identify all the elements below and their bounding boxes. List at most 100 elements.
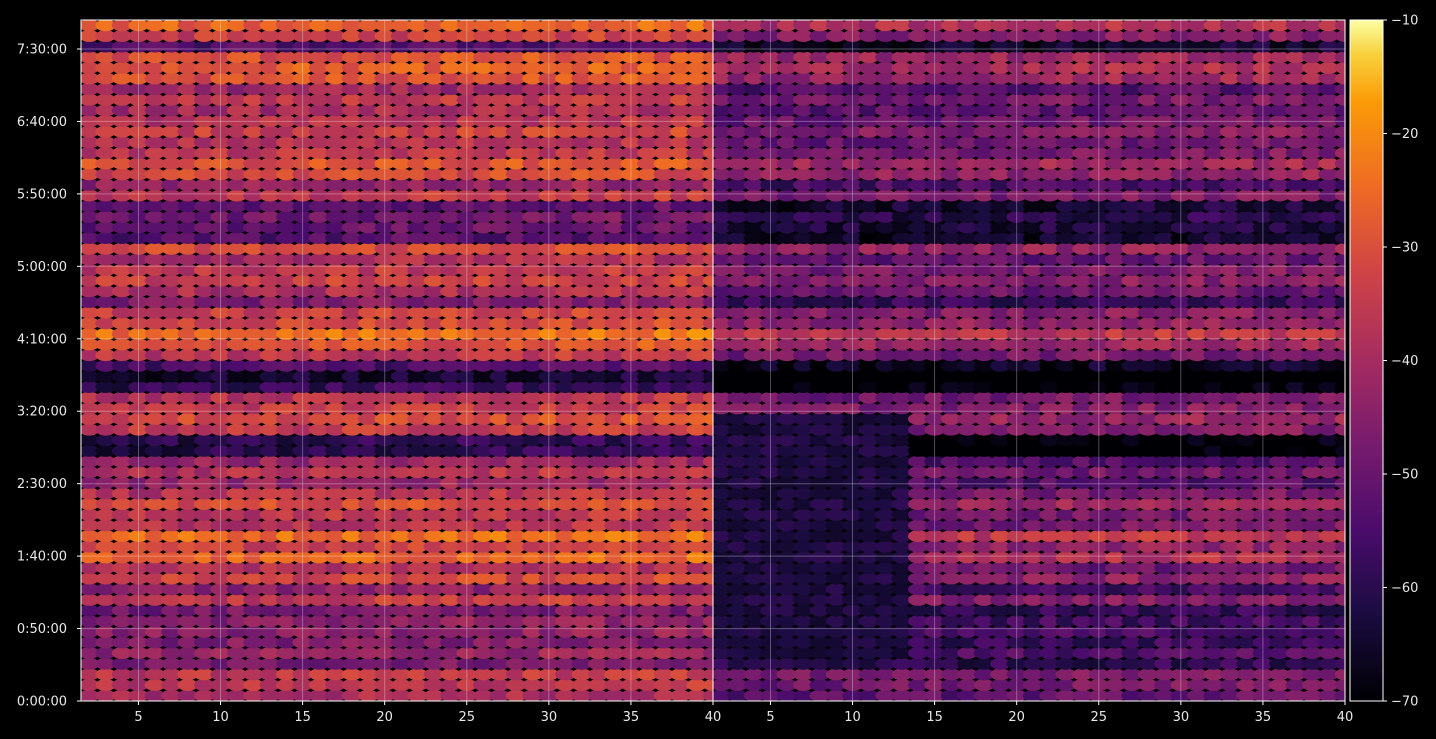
- left-heatmap-cell: [555, 391, 576, 404]
- right-heatmap-cell: [1039, 679, 1060, 691]
- left-heatmap-cell: [358, 274, 379, 287]
- right-heatmap-cell: [842, 487, 863, 500]
- left-heatmap-cell: [111, 179, 133, 191]
- right-heatmap-cell: [727, 572, 748, 585]
- left-heatmap-cell: [81, 298, 83, 306]
- right-heatmap-cell: [1252, 349, 1274, 362]
- right-heatmap-cell: [1285, 594, 1307, 606]
- left-heatmap-cell: [276, 487, 297, 500]
- left-heatmap-cell: [440, 189, 461, 202]
- right-heatmap-cell: [1006, 423, 1027, 436]
- right-heatmap-cell: [940, 168, 962, 181]
- left-heatmap-cell: [587, 508, 609, 521]
- right-heatmap-cell: [875, 189, 896, 202]
- left-heatmap-cell: [81, 391, 100, 404]
- left-heatmap-cell: [292, 179, 313, 191]
- right-heatmap-cell: [1269, 615, 1290, 628]
- right-heatmap-cell: [1187, 370, 1208, 383]
- left-heatmap-cell: [620, 487, 642, 500]
- right-heatmap-cell: [1088, 434, 1110, 447]
- right-heatmap-cell: [1072, 232, 1093, 245]
- left-heatmap-cell: [308, 115, 330, 127]
- left-heatmap-cell: [555, 285, 576, 298]
- left-heatmap-cell: [161, 125, 182, 138]
- left-heatmap-cell: [653, 381, 674, 393]
- left-heatmap-cell: [440, 232, 461, 245]
- right-heatmap-cell: [1006, 179, 1027, 191]
- right-heatmap-cell: [891, 434, 912, 447]
- left-heatmap-cell: [259, 30, 280, 42]
- left-heatmap-cell: [81, 170, 83, 178]
- left-heatmap-cell: [81, 253, 100, 266]
- left-heatmap-cell: [210, 338, 231, 351]
- right-heatmap-cell: [858, 359, 880, 372]
- right-heatmap-cell: [842, 551, 863, 564]
- left-heatmap-cell: [95, 519, 116, 532]
- right-heatmap-cell: [825, 668, 847, 681]
- left-heatmap-cell: [374, 498, 395, 510]
- left-heatmap-cell: [538, 615, 559, 628]
- right-heatmap-cell: [743, 232, 765, 245]
- right-heatmap-cell: [1105, 402, 1126, 415]
- left-heatmap-cell: [390, 51, 412, 64]
- right-heatmap-cell: [940, 147, 962, 159]
- right-heatmap-cell: [1236, 530, 1257, 542]
- left-heatmap-cell: [505, 179, 527, 191]
- right-heatmap-cell: [713, 232, 732, 244]
- right-heatmap-cell: [1219, 125, 1241, 138]
- left-heatmap-cell: [358, 381, 379, 393]
- left-heatmap-cell: [423, 221, 445, 234]
- left-heatmap-cell: [702, 477, 713, 489]
- right-heatmap-cell: [1219, 615, 1241, 628]
- right-heatmap-cell: [1088, 285, 1110, 298]
- left-heatmap-cell: [555, 572, 576, 585]
- right-heatmap-cell: [1072, 668, 1093, 681]
- right-heatmap-cell: [1219, 349, 1241, 362]
- left-heatmap-cell: [308, 179, 330, 191]
- right-heatmap-cell: [1105, 434, 1126, 447]
- right-heatmap-cell: [1154, 519, 1175, 532]
- left-heatmap-cell: [128, 83, 149, 96]
- right-heatmap-cell: [990, 285, 1011, 298]
- right-heatmap-cell: [776, 540, 798, 553]
- right-heatmap-cell: [858, 338, 880, 351]
- right-heatmap-cell: [1302, 455, 1323, 468]
- left-heatmap-cell: [440, 668, 461, 681]
- left-heatmap-cell: [522, 285, 543, 298]
- right-heatmap-cell: [908, 477, 929, 489]
- left-heatmap-cell: [276, 136, 297, 149]
- right-heatmap-cell: [858, 306, 880, 319]
- left-heatmap-cell: [456, 232, 477, 245]
- left-heatmap-cell: [308, 391, 330, 404]
- left-heatmap-cell: [571, 583, 592, 596]
- left-heatmap-cell: [292, 62, 313, 74]
- left-heatmap-cell: [390, 434, 412, 447]
- left-heatmap-cell: [81, 521, 83, 529]
- right-heatmap-cell: [760, 551, 781, 564]
- left-heatmap-cell: [456, 445, 477, 457]
- right-heatmap-cell: [1006, 125, 1027, 138]
- right-heatmap-cell: [809, 413, 830, 425]
- left-heatmap-cell: [81, 104, 100, 117]
- left-heatmap-cell: [702, 211, 713, 223]
- right-heatmap-cell: [825, 530, 847, 542]
- left-heatmap-cell: [686, 306, 707, 319]
- left-heatmap-cell: [128, 274, 149, 287]
- left-heatmap-cell: [276, 157, 297, 170]
- right-heatmap-cell: [760, 689, 781, 701]
- right-heatmap-cell: [842, 615, 863, 628]
- left-heatmap-cell: [505, 136, 527, 149]
- left-heatmap-cell: [358, 647, 379, 659]
- right-heatmap-cell: [760, 583, 781, 596]
- left-heatmap-cell: [111, 83, 133, 96]
- left-heatmap-cell: [489, 157, 510, 170]
- right-heatmap-cell: [1154, 391, 1175, 404]
- left-heatmap-cell: [686, 136, 707, 149]
- left-heatmap-cell: [177, 93, 198, 106]
- left-heatmap-cell: [81, 232, 100, 244]
- right-heatmap-cell: [809, 115, 830, 127]
- left-heatmap-cell: [555, 317, 576, 330]
- left-heatmap-cell: [587, 551, 609, 564]
- right-heatmap-cell: [1121, 296, 1142, 308]
- right-heatmap-cell: [1137, 211, 1159, 223]
